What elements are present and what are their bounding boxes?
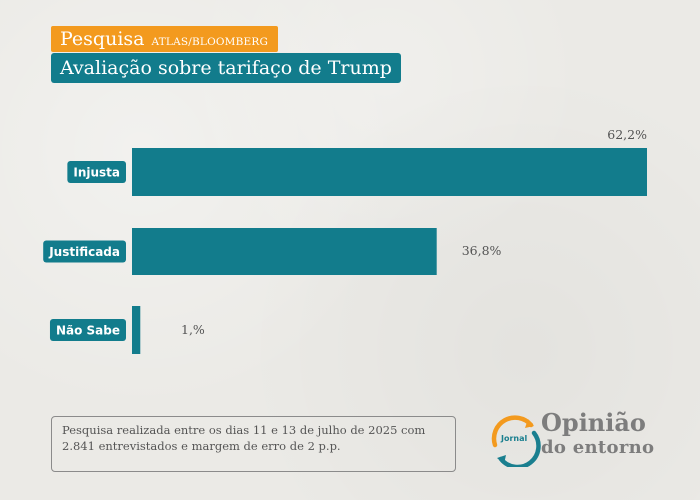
category-label-justificada: Justificada bbox=[43, 240, 126, 263]
category-pill-justificada bbox=[43, 240, 126, 263]
value-label-justificada: 36,8% bbox=[462, 243, 502, 258]
logo-line2: do entorno bbox=[541, 437, 655, 458]
logo-line1: Opinião bbox=[541, 408, 646, 437]
category-text-injusta: Injusta bbox=[73, 166, 120, 180]
category-pill-injusta bbox=[67, 161, 126, 183]
header-tag-label: Pesquisa bbox=[60, 28, 145, 50]
category-text-justificada: Justificada bbox=[48, 245, 120, 259]
logo: Jornal Opinião do entorno bbox=[487, 409, 657, 469]
category-text-nao-sabe: Não Sabe bbox=[56, 324, 120, 338]
category-label-injusta: Injusta bbox=[67, 161, 126, 183]
chart-title: Avaliação sobre tarifaço de Trump bbox=[51, 53, 401, 83]
footnote: Pesquisa realizada entre os dias 11 e 13… bbox=[51, 416, 456, 472]
bar-justificada bbox=[132, 228, 437, 275]
bar-chart: Injusta 62,2% Justificada 36,8% Não Sabe 1,% bbox=[43, 127, 647, 354]
logo-wordmark: Opinião do entorno bbox=[541, 411, 654, 457]
value-label-injusta: 62,2% bbox=[607, 127, 647, 142]
header-source: ATLAS/BLOOMBERG bbox=[151, 36, 269, 48]
category-label-nao-sabe: Não Sabe bbox=[49, 319, 126, 341]
bar-nao-sabe bbox=[132, 306, 141, 354]
bar-injusta bbox=[132, 148, 647, 196]
value-label-nao-sabe: 1,% bbox=[181, 322, 205, 337]
header-tag: Pesquisa ATLAS/BLOOMBERG bbox=[51, 26, 279, 52]
logo-small-text: Jornal bbox=[501, 434, 528, 443]
category-pill-nao-sabe bbox=[49, 319, 126, 341]
logo-icon bbox=[491, 415, 541, 467]
